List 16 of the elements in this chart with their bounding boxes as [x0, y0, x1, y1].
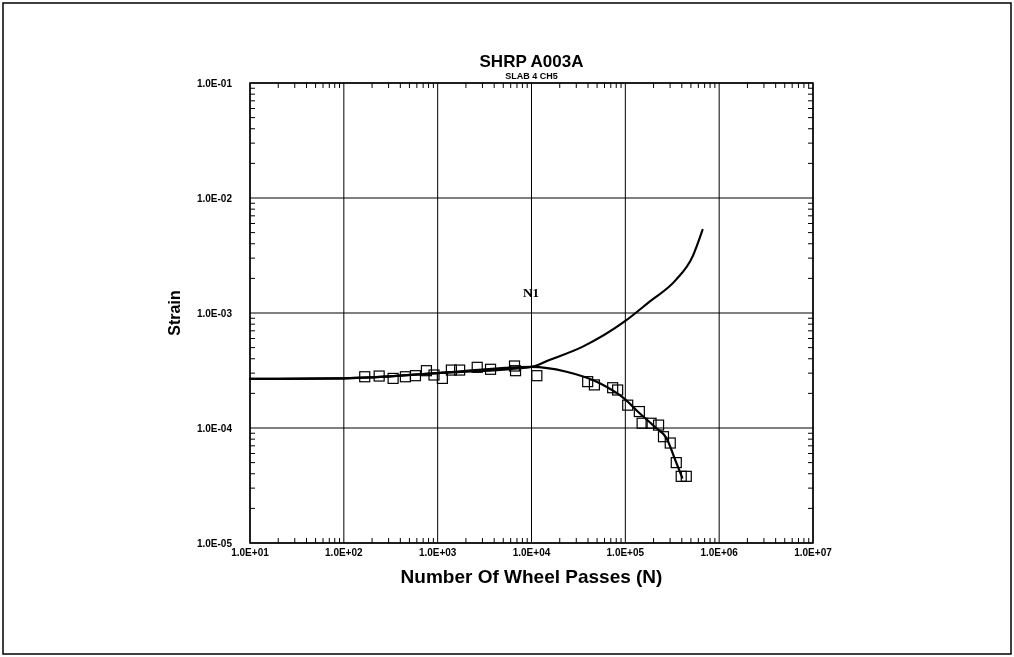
x-tick-label: 1.0E+03 [418, 547, 457, 558]
x-tick-label: 1.0E+05 [606, 547, 645, 558]
x-tick-label: 1.0E+07 [794, 547, 833, 558]
y-tick-label: 1.0E-02 [196, 193, 233, 204]
y-tick-label: 1.0E-04 [196, 423, 233, 434]
y-tick-label: 1.0E-05 [196, 538, 233, 549]
y-tick-label: 1.0E-03 [196, 308, 233, 319]
y-axis-title: Strain [166, 290, 183, 336]
y-tick-label: 1.0E-01 [196, 78, 233, 89]
chart-title: SHRP A003A [479, 52, 584, 71]
x-tick-label: 1.0E+06 [700, 547, 739, 558]
x-tick-label: 1.0E+04 [512, 547, 551, 558]
x-tick-label: 1.0E+02 [325, 547, 364, 558]
chart-subtitle: SLAB 4 CH5 [505, 71, 558, 81]
x-tick-label: 1.0E+01 [231, 547, 270, 558]
x-axis-title: Number Of Wheel Passes (N) [400, 566, 663, 587]
